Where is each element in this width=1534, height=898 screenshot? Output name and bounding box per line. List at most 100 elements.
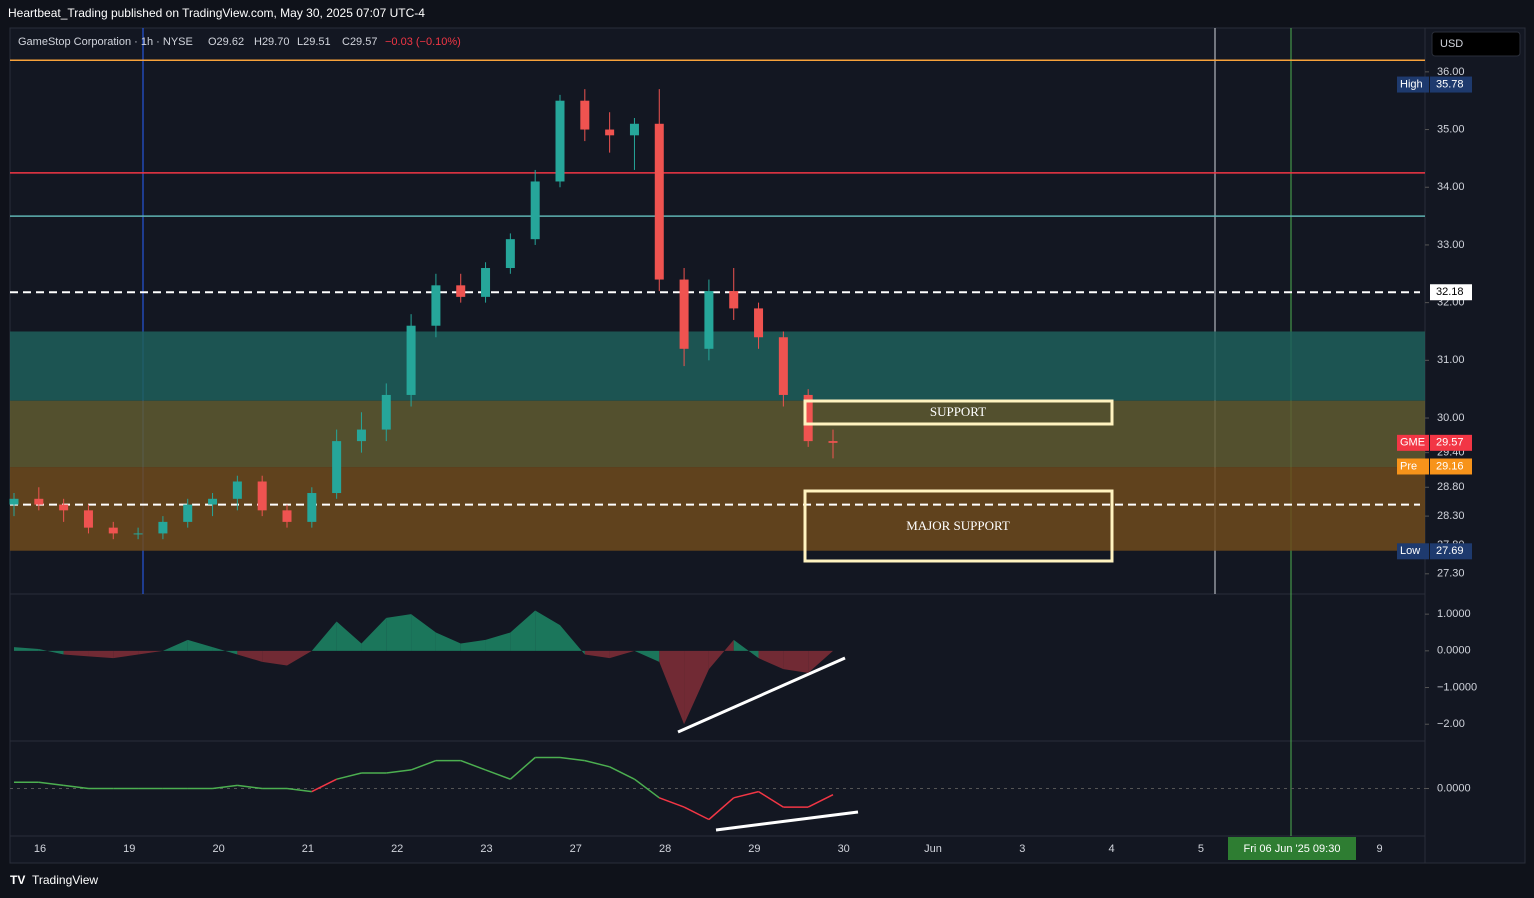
osc-area: [63, 650, 89, 657]
osc-area: [88, 650, 114, 659]
osc-line: [485, 769, 511, 780]
trend-line: [715, 810, 859, 832]
osc-area: [460, 639, 486, 651]
zone: [10, 467, 1425, 551]
candle-body: [34, 498, 44, 505]
osc-line: [286, 787, 312, 793]
y-tick-label: 27.30: [1437, 568, 1465, 580]
osc-area: [485, 632, 511, 651]
osc-line: [386, 769, 412, 774]
price-label-box: [1430, 284, 1472, 301]
price-label-box: [1430, 76, 1472, 93]
osc-area: [535, 610, 560, 651]
osc-line: [460, 759, 486, 771]
price-label-name: Low: [1400, 545, 1420, 557]
candle-body: [232, 481, 242, 499]
price-label-name-box: [1397, 434, 1429, 451]
x-tick-label: 9: [1376, 843, 1382, 855]
osc-area: [336, 621, 362, 651]
osc-line: [659, 797, 685, 808]
candle-body: [257, 481, 267, 511]
candle-body: [83, 510, 93, 528]
osc-line: [336, 772, 362, 780]
currency[interactable]: USD: [1440, 38, 1463, 50]
major-support-label: MAJOR SUPPORT: [906, 518, 1010, 533]
y-tick-label: −1.0000: [1437, 681, 1477, 693]
osc-area: [287, 650, 312, 666]
osc-area: [733, 639, 759, 659]
osc-line: [212, 784, 238, 790]
osc-area: [113, 650, 139, 659]
brand-logo: TV: [10, 873, 25, 887]
osc-line: [38, 781, 64, 787]
y-tick-label: 33.00: [1437, 239, 1465, 251]
candle-body: [133, 533, 143, 535]
price-label-name: GME: [1400, 437, 1425, 449]
osc-area: [38, 649, 64, 655]
legend-open: O29.62: [208, 36, 244, 48]
osc-line: [634, 778, 660, 799]
osc-area: [609, 650, 635, 659]
osc-area: [187, 639, 213, 651]
y-tick-label: 34.00: [1437, 181, 1465, 193]
x-tick-label: 21: [302, 843, 314, 855]
candle-body: [406, 325, 416, 395]
osc-area: [808, 650, 833, 673]
osc-area: [262, 650, 287, 666]
candle-body: [704, 291, 714, 349]
price-label-name-box: [1397, 543, 1429, 560]
osc-area: [435, 632, 461, 651]
x-tick-label: 23: [480, 843, 492, 855]
osc-area: [783, 650, 809, 673]
candle-body: [59, 504, 69, 511]
price-label-value: 35.78: [1436, 78, 1464, 90]
candle-body: [530, 181, 540, 240]
osc-area: [560, 625, 585, 655]
x-tick-label: 30: [838, 843, 850, 855]
currency-button[interactable]: [1431, 31, 1521, 57]
osc-line: [609, 766, 635, 780]
price-label-value: 29.57: [1436, 437, 1464, 449]
osc-area: [212, 647, 238, 655]
osc-line: [708, 797, 735, 821]
osc-area: [14, 647, 39, 651]
osc-line: [758, 790, 784, 808]
x-tick-label: 4: [1109, 843, 1115, 855]
zone: [10, 400, 1425, 468]
price-label-value: 32.18: [1436, 286, 1464, 298]
price-label-value: 27.69: [1436, 545, 1464, 557]
osc-line: [311, 778, 337, 793]
candle-body: [679, 279, 689, 349]
brand: TradingView: [32, 873, 98, 887]
osc-area: [138, 650, 163, 655]
osc-line: [237, 784, 263, 790]
candle-body: [481, 268, 491, 297]
candle-body: [456, 285, 466, 297]
price-label-value: 29.16: [1436, 460, 1464, 472]
candle-body: [629, 123, 639, 136]
candle-body: [332, 441, 342, 494]
y-tick-label: 30.00: [1437, 412, 1465, 424]
candle-body: [307, 493, 317, 522]
candle-body: [183, 504, 193, 522]
osc-area: [386, 614, 412, 651]
price-label-box: [1430, 458, 1472, 475]
legend-high: H29.70: [254, 36, 289, 48]
y-tick-label: 36.00: [1437, 66, 1465, 78]
candle-body: [158, 521, 168, 534]
y-tick-label: 1.0000: [1437, 608, 1471, 620]
osc-line: [509, 756, 536, 780]
price-label-name: Pre: [1400, 460, 1417, 472]
x-tick-label: Jun: [924, 843, 942, 855]
legend-close: C29.57: [342, 36, 377, 48]
x-tick-label: 3: [1019, 843, 1025, 855]
price-label-box: [1430, 434, 1472, 451]
osc-area: [162, 639, 188, 651]
x-tick-label: 27: [570, 843, 582, 855]
candle-body: [555, 100, 565, 182]
candle-body: [729, 291, 739, 309]
candle-body: [282, 510, 292, 522]
price-label-box: [1430, 543, 1472, 560]
support-label: SUPPORT: [930, 404, 986, 419]
